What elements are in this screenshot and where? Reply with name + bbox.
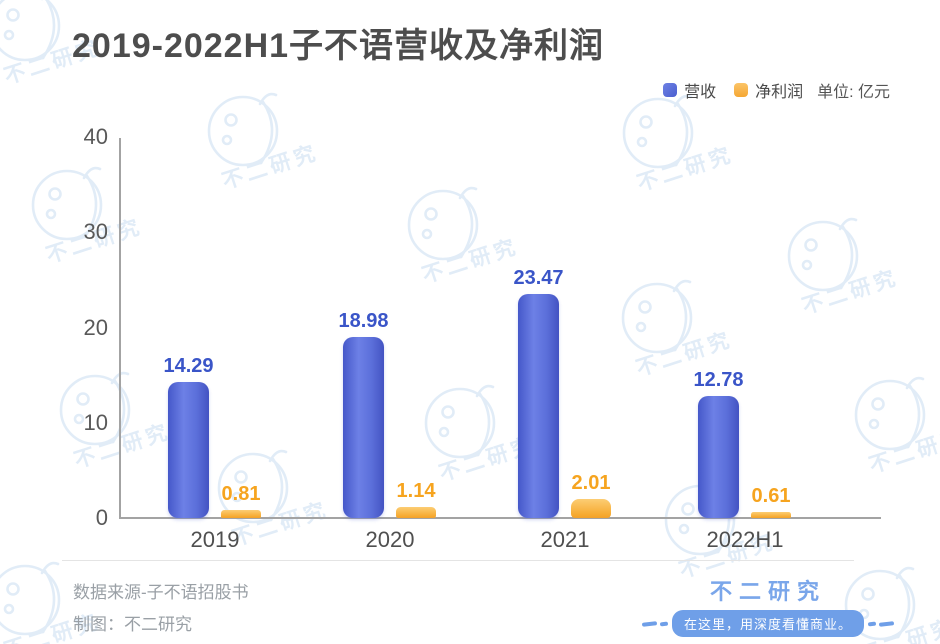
chart-credit-text: 制图：不二研究 <box>73 615 192 634</box>
revenue-legend-swatch <box>663 83 678 97</box>
brand-watermark-icon: 不二研究 <box>201 85 351 205</box>
svg-text:不二研究: 不二研究 <box>866 424 940 478</box>
x-axis-label: 2020 <box>365 527 415 552</box>
profit-legend-label: 净利润 <box>755 84 804 101</box>
y-axis-line <box>119 138 121 519</box>
revenue-value-label: 14.29 <box>163 354 214 377</box>
revenue-legend-label: 营收 <box>684 84 717 101</box>
brand-watermark-icon: 不二研究 <box>848 369 940 489</box>
footer-divider <box>62 560 854 561</box>
data-source-text: 数据来源-子不语招股书 <box>73 583 249 602</box>
profit-bar <box>396 507 436 518</box>
y-axis-tick-label: 40 <box>83 124 108 149</box>
revenue-bar <box>168 381 209 518</box>
x-axis-line <box>119 517 881 519</box>
brand-name: 不二研究 <box>709 579 826 604</box>
profit-value-label: 1.14 <box>396 480 436 503</box>
speed-dash-icon <box>878 620 895 627</box>
speed-dash-icon <box>641 620 658 627</box>
revenue-value-label: 18.98 <box>338 310 389 333</box>
revenue-bar <box>518 294 559 518</box>
revenue-bar <box>698 396 739 518</box>
profit-value-label: 0.61 <box>751 485 791 508</box>
profit-legend-swatch <box>734 83 749 97</box>
y-axis-tick-label: 30 <box>83 219 108 245</box>
brand-watermark-icon: 不二研究 <box>781 210 931 330</box>
profit-bar <box>751 512 791 518</box>
brand-slogan-row: 在这里，用深度看懂商业。 <box>641 610 895 637</box>
legend: 营收 净利润 单位: 亿元 <box>663 78 890 102</box>
brand-slogan-pill: 在这里，用深度看懂商业。 <box>672 610 865 637</box>
revenue-bar <box>343 337 384 518</box>
chart-title: 2019-2022H1子不语营收及净利润 <box>72 27 605 65</box>
y-axis-tick-label: 0 <box>95 505 108 530</box>
profit-bar <box>221 510 261 518</box>
svg-text:不二研究: 不二研究 <box>219 140 322 194</box>
speed-dash-icon <box>867 621 877 626</box>
profit-value-label: 0.81 <box>221 483 261 506</box>
speed-dash-icon <box>659 621 669 626</box>
revenue-value-label: 23.47 <box>513 267 564 290</box>
y-axis-tick-label: 10 <box>83 409 108 435</box>
y-axis-tick-label: 20 <box>83 314 108 340</box>
x-axis-label: 2019 <box>190 527 240 552</box>
revenue-value-label: 12.78 <box>693 369 744 392</box>
svg-text:不二研究: 不二研究 <box>634 142 737 196</box>
profit-value-label: 2.01 <box>571 471 611 494</box>
svg-text:不二研究: 不二研究 <box>799 265 902 319</box>
brand-watermark-icon: 不二研究 <box>616 87 766 207</box>
x-axis-label: 2021 <box>540 527 590 552</box>
profit-bar <box>571 498 611 518</box>
x-axis-label: 2022H1 <box>706 527 784 552</box>
brand-block: 不二研究 在这里，用深度看懂商业。 <box>641 574 895 637</box>
unit-label: 单位: 亿元 <box>817 84 890 101</box>
